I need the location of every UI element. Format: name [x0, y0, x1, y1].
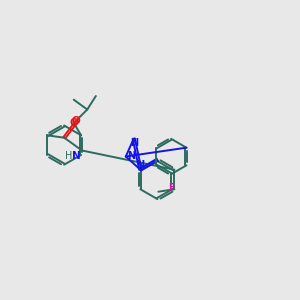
Text: H: H	[65, 151, 72, 161]
Text: N: N	[72, 151, 81, 161]
Text: F: F	[168, 183, 175, 193]
Text: N: N	[127, 152, 135, 161]
Text: N: N	[136, 160, 144, 170]
Text: O: O	[71, 116, 80, 126]
Text: N: N	[130, 138, 138, 148]
Text: O: O	[69, 118, 78, 128]
